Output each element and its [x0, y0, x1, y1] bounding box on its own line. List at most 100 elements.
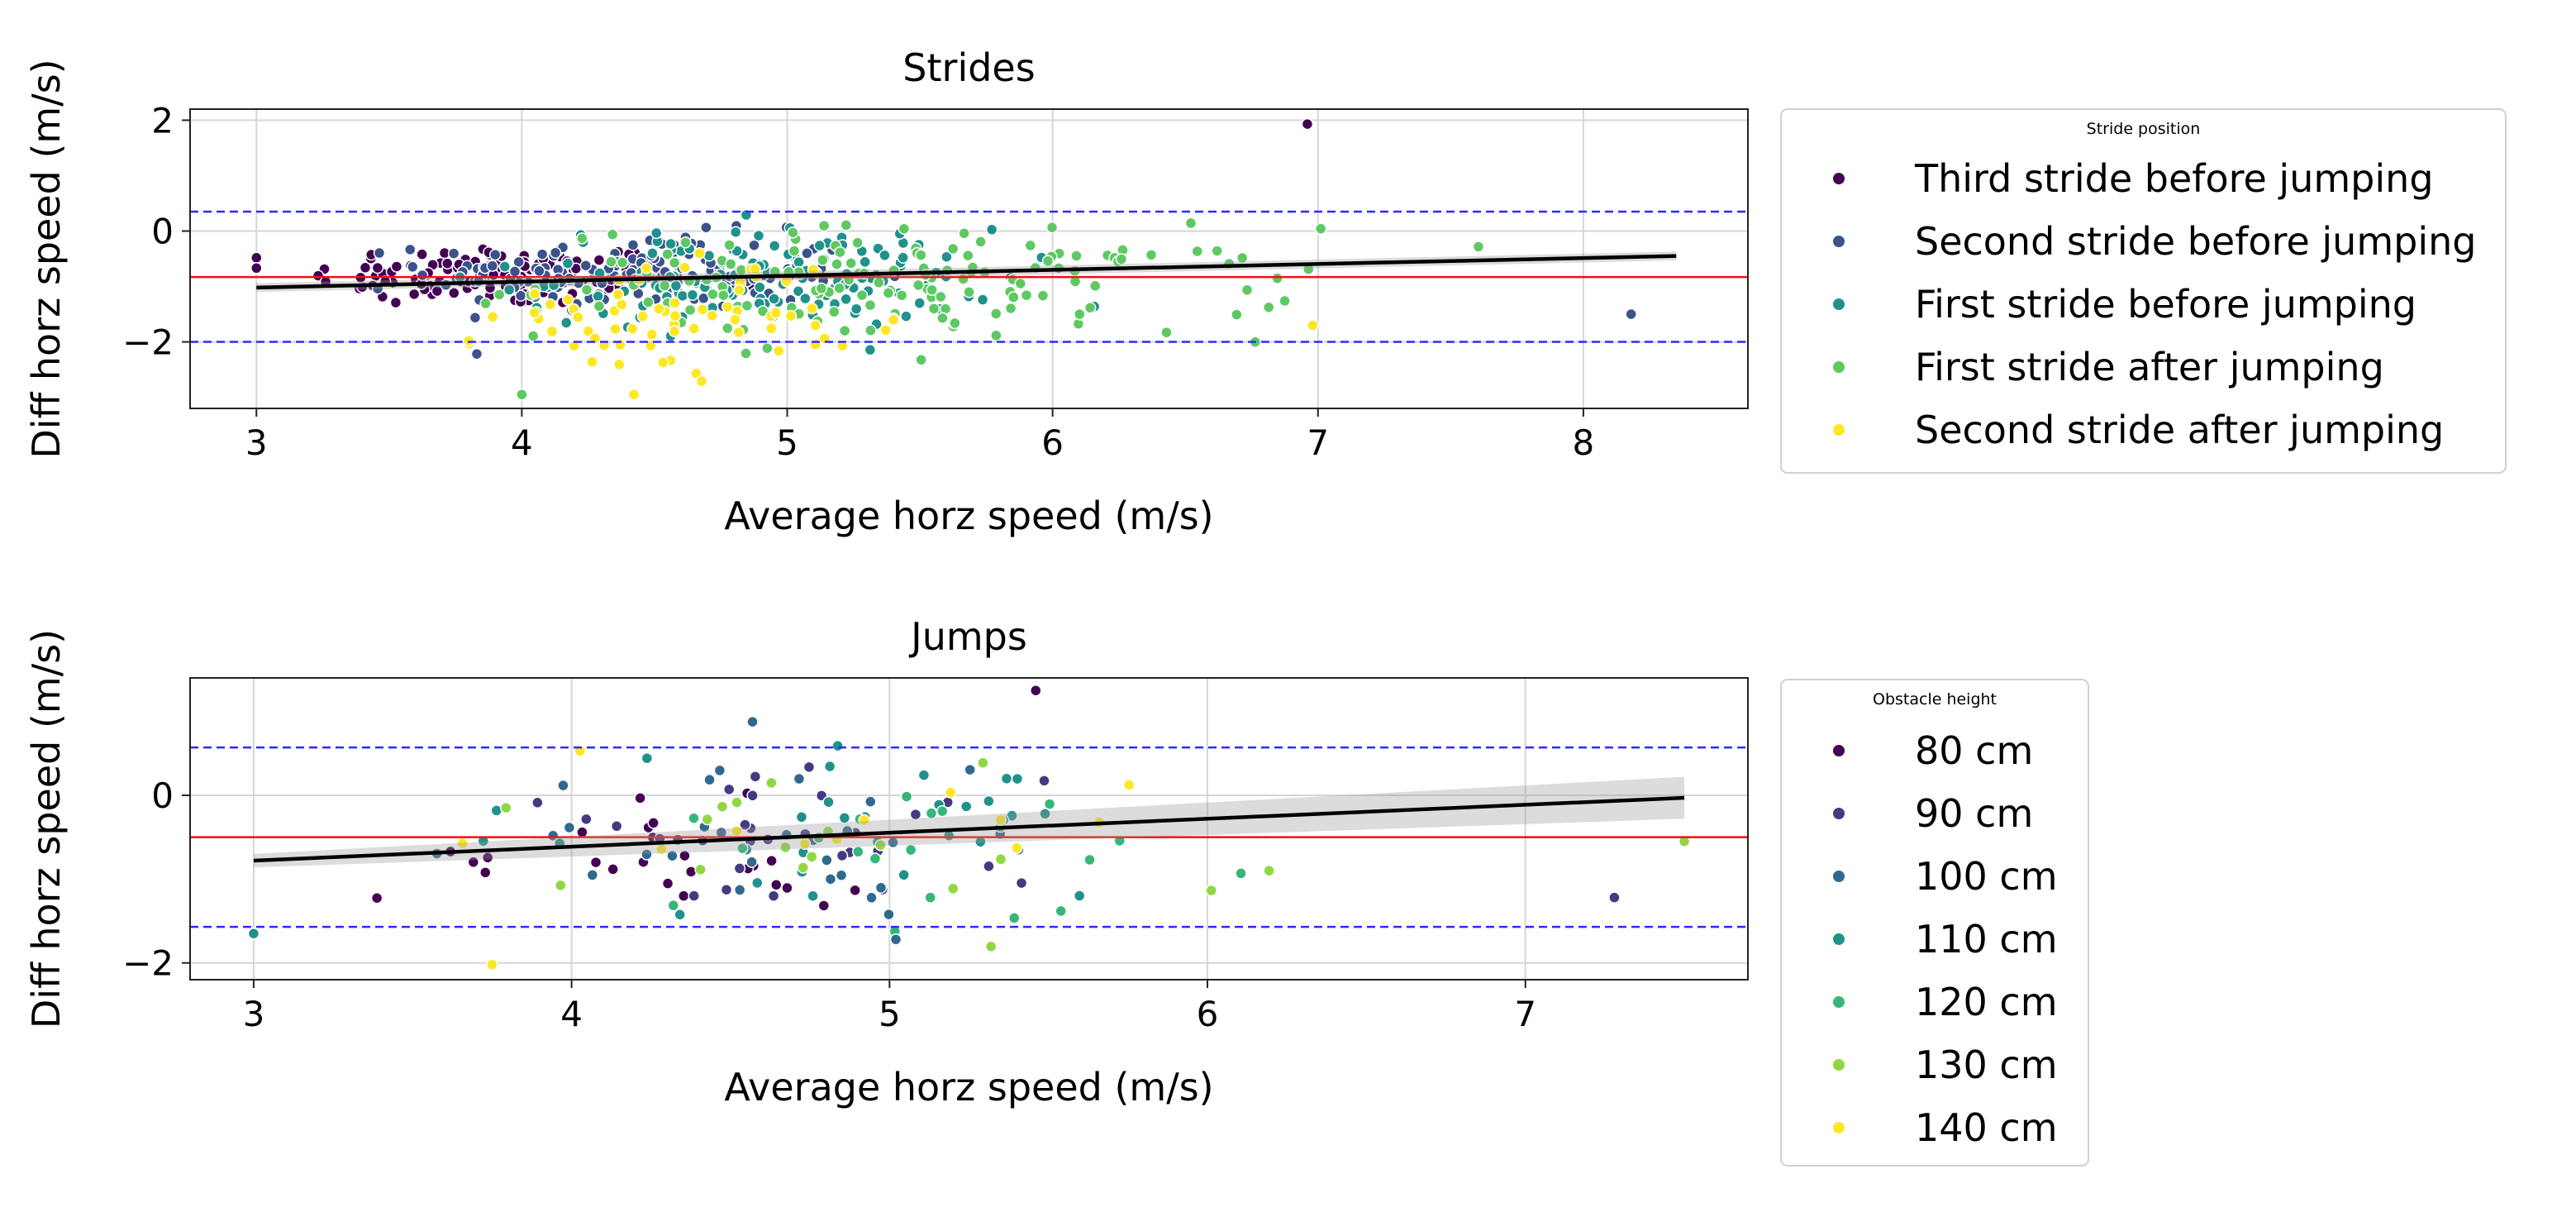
scatter-point: [479, 866, 492, 879]
scatter-point: [696, 303, 709, 316]
scatter-point: [940, 251, 953, 263]
scatter-point: [897, 251, 909, 264]
scatter-point: [831, 258, 843, 270]
scatter-point: [765, 854, 778, 867]
scatter-point: [859, 255, 871, 269]
legend-label: 80 cm: [1915, 728, 2033, 773]
scatter-point: [407, 260, 419, 274]
scatter-point: [865, 891, 878, 904]
scatter-point: [407, 288, 421, 301]
scatter-point: [1007, 291, 1020, 303]
scatter-point: [1301, 117, 1314, 131]
scatter-point: [1231, 308, 1243, 321]
scatter-point: [447, 247, 460, 260]
y-tick-label: −2: [122, 943, 174, 984]
scatter-point: [647, 817, 659, 829]
jumps-y-axis-label: Diff horz speed (m/s): [24, 629, 69, 1028]
scatter-point: [831, 739, 844, 752]
scatter-point: [486, 311, 499, 323]
scatter-point: [470, 347, 483, 360]
scatter-point: [793, 255, 805, 269]
legend-marker: [1833, 173, 1845, 184]
scatter-point: [1472, 241, 1485, 253]
scatter-point: [994, 853, 1007, 866]
scatter-point: [761, 341, 774, 355]
scatter-point: [733, 862, 746, 875]
scatter-point: [882, 287, 895, 299]
legend-frame: [1780, 679, 2089, 1167]
regression-confidence-band: [253, 776, 1685, 868]
scatter-point: [404, 243, 417, 256]
legend-label: 100 cm: [1915, 854, 2058, 899]
scatter-point: [740, 299, 754, 312]
scatter-point: [486, 958, 498, 971]
scatter-point: [787, 226, 799, 239]
strides-plot-frame: [189, 108, 1749, 409]
scatter-point: [784, 309, 798, 322]
scatter-point: [1004, 302, 1017, 315]
scatter-point: [1043, 798, 1056, 810]
scatter-point: [898, 869, 910, 881]
scatter-point: [1271, 272, 1283, 284]
scatter-point: [1262, 301, 1275, 313]
scatter-point: [686, 289, 699, 302]
strides-panel: Strides 3 4 5 6 7 8 2 0 −2 Average horz speed (m/s…: [24, 45, 2507, 538]
scatter-point: [748, 239, 760, 251]
scatter-point: [927, 303, 940, 315]
scatter-point: [441, 257, 454, 270]
jumps-points: [247, 684, 1691, 971]
scatter-point: [845, 257, 857, 270]
legend-marker: [1833, 808, 1845, 819]
scatter-point: [1073, 890, 1086, 902]
scatter-point: [667, 899, 679, 912]
scatter-point: [1191, 245, 1204, 258]
scatter-point: [695, 375, 708, 388]
scatter-point: [963, 286, 975, 298]
scatter-point: [849, 884, 861, 897]
x-tick-label: 6: [1197, 994, 1219, 1034]
scatter-point: [809, 319, 822, 332]
scatter-point: [869, 852, 882, 865]
scatter-point: [805, 851, 818, 863]
scatter-point: [807, 890, 819, 902]
scatter-point: [1011, 842, 1023, 854]
scatter-point: [1205, 884, 1217, 897]
scatter-point: [626, 322, 639, 335]
scatter-point: [613, 358, 626, 371]
scatter-point: [1007, 912, 1021, 924]
scatter-point: [983, 794, 995, 808]
jumps-panel: Jumps 3 4 5 6 7 0 −2 Average horz speed (m/s) Dif…: [24, 614, 2089, 1167]
scatter-point: [479, 297, 492, 310]
scatter-point: [900, 790, 913, 803]
scatter-point: [1070, 250, 1083, 262]
scatter-point: [1122, 779, 1136, 791]
scatter-point: [546, 829, 559, 842]
scatter-point: [498, 260, 512, 273]
scatter-point: [1608, 891, 1621, 904]
scatter-point: [592, 290, 604, 303]
scatter-point: [806, 302, 818, 315]
scatter-point: [462, 334, 475, 347]
scatter-point: [895, 289, 908, 302]
scatter-point: [561, 293, 574, 306]
scatter-point: [640, 848, 653, 861]
scatter-point: [994, 814, 1007, 827]
scatter-point: [1211, 245, 1223, 257]
regression-line: [253, 795, 1685, 863]
scatter-point: [688, 890, 700, 902]
scatter-point: [650, 227, 663, 240]
scatter-point: [370, 891, 383, 904]
scatter-point: [640, 752, 654, 765]
scatter-point: [731, 796, 743, 809]
strides-y-axis-label: Diff horz speed (m/s): [24, 59, 69, 458]
scatter-point: [802, 761, 816, 774]
scatter-point: [736, 842, 749, 855]
scatter-point: [586, 869, 599, 881]
x-tick-label: 3: [245, 422, 268, 463]
scatter-point: [668, 325, 681, 338]
scatter-point: [1045, 221, 1059, 234]
scatter-point: [607, 863, 619, 876]
scatter-point: [1011, 772, 1024, 785]
scatter-point: [679, 261, 691, 274]
scatter-point: [749, 262, 761, 275]
